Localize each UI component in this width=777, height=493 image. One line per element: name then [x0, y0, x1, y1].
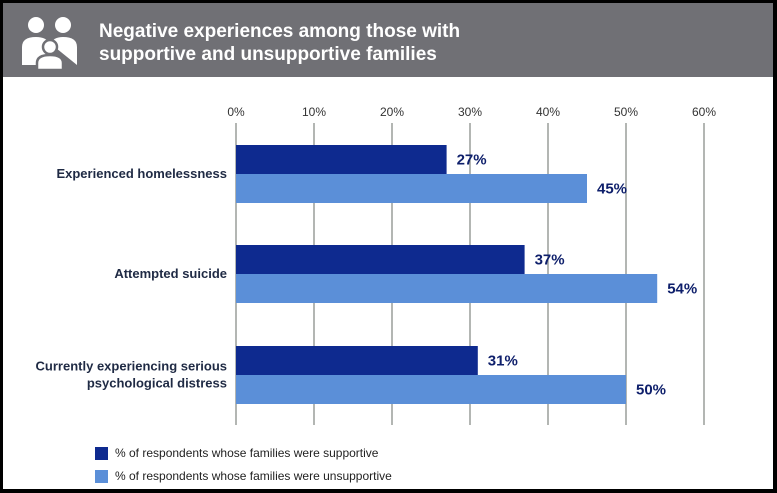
x-tick-label-20: 20%	[380, 105, 404, 119]
x-tick-label-60: 60%	[692, 105, 716, 119]
legend-swatch-supportive	[95, 447, 108, 460]
chart-title-line-1: Negative experiences among those with	[99, 21, 461, 42]
data-label-unsupportive-1: 45%	[597, 181, 627, 198]
chart-title: Negative experiences among those with su…	[99, 20, 739, 66]
bar-unsupportive-1	[236, 174, 587, 203]
legend-swatch-unsupportive	[95, 470, 108, 483]
category-label-3-line-2: psychological distress	[87, 376, 227, 391]
category-label-1: Experienced homelessness	[56, 166, 227, 181]
data-label-supportive-1: 27%	[457, 152, 487, 169]
bar-supportive-1	[236, 145, 447, 174]
bar-supportive-2	[236, 245, 525, 274]
x-tick-label-30: 30%	[458, 105, 482, 119]
x-tick-label-40: 40%	[536, 105, 560, 119]
x-tick-label-10: 10%	[302, 105, 326, 119]
data-label-supportive-2: 37%	[535, 252, 565, 269]
x-tick-label-0: 0%	[227, 105, 245, 119]
legend-label-supportive: % of respondents whose families were sup…	[115, 446, 379, 460]
bar-unsupportive-2	[236, 274, 658, 303]
bar-supportive-3	[236, 346, 478, 375]
chart-header: Negative experiences among those with su…	[3, 3, 773, 77]
data-label-unsupportive-3: 50%	[636, 382, 666, 399]
family-icon	[22, 17, 77, 71]
chart-title-line-2: supportive and unsupportive families	[99, 44, 437, 65]
data-label-supportive-3: 31%	[488, 353, 518, 370]
bar-chart: 0% 10% 20% 30% 40% 50% 60% 27% 45% Experienced ho…	[36, 105, 716, 425]
chart-frame: Negative experiences among those with su…	[3, 3, 773, 489]
bar-unsupportive-3	[236, 375, 626, 404]
category-label-2: Attempted suicide	[114, 266, 227, 281]
data-label-unsupportive-2: 54%	[667, 281, 697, 298]
x-tick-label-50: 50%	[614, 105, 638, 119]
legend-label-unsupportive: % of respondents whose families were uns…	[115, 469, 392, 483]
category-label-3-line-1: Currently experiencing serious	[36, 359, 227, 374]
